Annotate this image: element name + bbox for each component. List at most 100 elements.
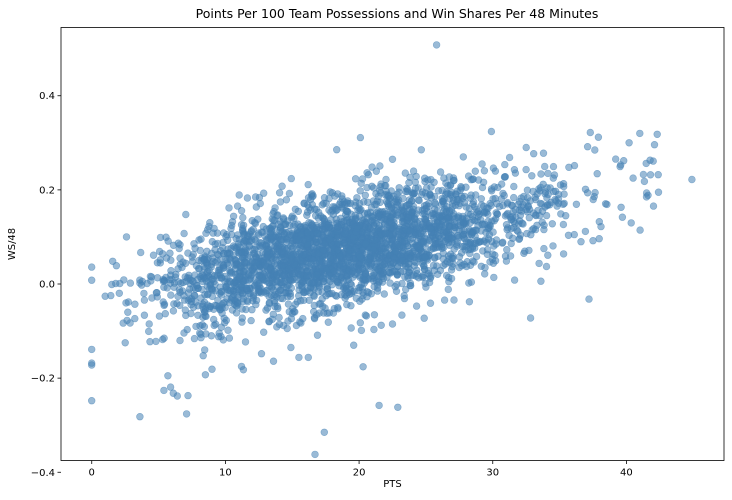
- scatter-point: [611, 155, 620, 163]
- scatter-point: [565, 163, 573, 172]
- scatter-point: [160, 386, 168, 395]
- scatter-point: [523, 186, 532, 194]
- scatter-point: [540, 244, 548, 253]
- scatter-point: [556, 181, 565, 189]
- scatter-point: [522, 165, 530, 174]
- scatter-point: [304, 353, 312, 362]
- scatter-point: [549, 162, 558, 171]
- scatter-point: [378, 272, 386, 280]
- scatter-point: [87, 397, 96, 405]
- scatter-point: [281, 244, 289, 252]
- scatter-point: [230, 278, 239, 286]
- scatter-point: [518, 219, 526, 227]
- scatter-point: [498, 180, 506, 188]
- scatter-point: [625, 139, 633, 147]
- scatter-point: [433, 262, 441, 270]
- scatter-point: [265, 279, 273, 287]
- scatter-point: [481, 220, 489, 229]
- scatter-point: [238, 305, 246, 313]
- scatter-point: [589, 195, 597, 204]
- scatter-point: [285, 308, 293, 316]
- scatter-point: [589, 237, 597, 245]
- scatter-point: [307, 260, 315, 268]
- scatter-point: [275, 189, 284, 197]
- scatter-point: [209, 229, 217, 237]
- scatter-point: [357, 280, 365, 289]
- scatter-point: [577, 238, 585, 246]
- scatter-point: [482, 228, 490, 237]
- scatter-point: [537, 277, 545, 285]
- scatter-point: [581, 227, 590, 236]
- scatter-point: [331, 291, 340, 300]
- scatter-point: [515, 234, 524, 243]
- scatter-point: [319, 246, 328, 254]
- scatter-point: [152, 337, 160, 346]
- scatter-point: [273, 271, 281, 279]
- scatter-point: [299, 278, 307, 286]
- scatter-point: [597, 222, 605, 231]
- x-tick-label: 30: [486, 468, 499, 479]
- scatter-point: [176, 254, 184, 262]
- scatter-point: [356, 297, 364, 305]
- scatter-point: [491, 194, 499, 203]
- scatter-point: [542, 262, 551, 271]
- scatter-point: [313, 331, 322, 339]
- y-axis-ticks: −0.4 −0.2 0.0 0.2 0.4: [31, 91, 61, 479]
- scatter-point: [155, 247, 164, 256]
- scatter-point: [222, 232, 230, 241]
- scatter-point: [503, 198, 512, 207]
- scatter-point: [411, 215, 419, 223]
- scatter-point: [382, 182, 390, 190]
- scatter-point: [480, 209, 488, 217]
- scatter-point: [153, 274, 162, 282]
- scatter-point: [140, 289, 148, 298]
- scatter-point: [583, 143, 592, 151]
- scatter-point: [197, 294, 205, 302]
- scatter-point: [341, 210, 350, 219]
- scatter-point: [350, 341, 358, 349]
- scatter-point: [394, 403, 402, 411]
- scatter-point: [258, 228, 266, 236]
- scatter-point: [434, 187, 443, 195]
- scatter-point: [585, 295, 593, 303]
- scatter-point: [446, 250, 455, 258]
- scatter-point: [426, 299, 435, 307]
- y-tick-label: 0.2: [39, 185, 55, 196]
- scatter-point: [235, 273, 244, 281]
- scatter-point: [198, 302, 207, 310]
- scatter-point: [369, 246, 378, 254]
- scatter-point: [273, 247, 281, 255]
- scatter-point: [417, 146, 425, 154]
- scatter-point: [549, 187, 558, 196]
- scatter-point: [224, 326, 232, 334]
- scatter-point: [325, 219, 333, 228]
- scatter-point: [197, 334, 205, 342]
- scatter-point: [263, 248, 271, 256]
- scatter-point: [87, 276, 96, 284]
- scatter-point: [548, 220, 556, 228]
- scatter-point: [406, 279, 415, 287]
- scatter-point: [301, 221, 309, 230]
- scatter-point: [192, 322, 200, 331]
- scatter-point: [347, 324, 355, 332]
- scatter-point: [399, 243, 407, 251]
- scatter-point: [357, 179, 365, 188]
- scatter-point: [409, 189, 417, 198]
- scatter-point: [260, 328, 268, 336]
- scatter-point: [374, 192, 383, 201]
- scatter-point: [336, 268, 344, 276]
- scatter-point: [335, 200, 343, 209]
- scatter-point: [440, 296, 449, 304]
- scatter-point: [166, 383, 175, 391]
- scatter-point: [386, 279, 394, 287]
- scatter-point: [363, 183, 371, 192]
- scatter-point: [418, 273, 426, 281]
- scatter-point: [468, 230, 476, 238]
- scatter-point: [112, 262, 121, 270]
- scatter-point: [220, 249, 228, 258]
- scatter-point: [170, 300, 178, 308]
- scatter-point: [591, 146, 599, 154]
- scatter-point: [333, 275, 341, 284]
- scatter-point: [446, 241, 454, 249]
- scatter-point: [447, 234, 456, 242]
